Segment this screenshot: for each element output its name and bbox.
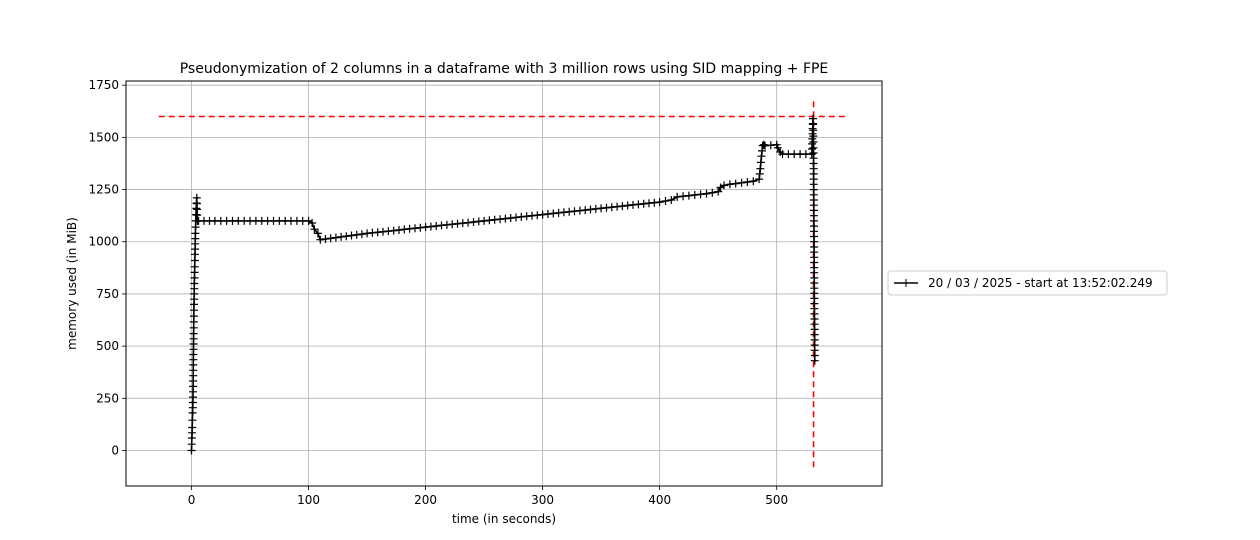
y-tick-label: 1500 bbox=[88, 130, 119, 144]
data-point bbox=[719, 186, 722, 189]
x-tick-label: 100 bbox=[297, 493, 320, 507]
data-point bbox=[717, 190, 720, 193]
y-tick-label: 250 bbox=[96, 391, 119, 405]
data-point bbox=[195, 196, 198, 200]
data-point bbox=[812, 251, 816, 254]
data-point bbox=[759, 167, 762, 170]
data-point bbox=[752, 180, 755, 183]
data-point bbox=[813, 317, 816, 321]
data-point bbox=[482, 219, 486, 223]
legend-box bbox=[887, 270, 1168, 296]
data-point bbox=[190, 436, 194, 440]
tick-layer: 0 100 200 300 400 500 0 250 500 750 1000 1250 1500 17… bbox=[88, 78, 788, 507]
data-point bbox=[757, 177, 761, 181]
data-point bbox=[192, 332, 195, 335]
data-point bbox=[284, 219, 287, 223]
x-tick-label: 0 bbox=[188, 493, 196, 507]
data-point bbox=[193, 265, 196, 268]
x-tick-label: 500 bbox=[765, 493, 788, 507]
data-point bbox=[307, 219, 310, 223]
data-point bbox=[310, 221, 314, 225]
data-point bbox=[722, 184, 726, 187]
data-point bbox=[213, 219, 217, 223]
y-tick-label: 500 bbox=[96, 339, 119, 353]
data-point bbox=[776, 146, 779, 149]
data-point bbox=[810, 152, 813, 156]
data-point bbox=[316, 232, 320, 235]
data-point bbox=[763, 144, 767, 147]
data-point bbox=[424, 225, 427, 229]
data-point bbox=[192, 303, 196, 306]
data-point bbox=[811, 117, 815, 120]
x-tick-label: 300 bbox=[531, 493, 554, 507]
data-point bbox=[365, 232, 369, 235]
grid-layer bbox=[126, 81, 882, 486]
data-point bbox=[812, 146, 815, 149]
data-point bbox=[658, 200, 661, 204]
data-point bbox=[676, 195, 679, 199]
legend-label: 20 / 03 / 2025 - start at 13:52:02.249 bbox=[928, 276, 1153, 290]
data-point bbox=[191, 411, 194, 415]
data-point bbox=[193, 253, 197, 256]
data-point bbox=[260, 219, 263, 223]
data-point bbox=[599, 207, 603, 210]
data-point bbox=[760, 155, 763, 158]
data-point bbox=[779, 150, 782, 154]
chart-title: Pseudonymization of 2 columns in a dataf… bbox=[180, 61, 829, 77]
data-point bbox=[237, 219, 240, 223]
x-tick-label: 200 bbox=[414, 493, 437, 507]
y-tick-label: 1000 bbox=[88, 235, 119, 249]
series-layer bbox=[187, 114, 819, 455]
data-point bbox=[728, 183, 732, 186]
y-tick-label: 1250 bbox=[88, 183, 119, 197]
y-tick-label: 1750 bbox=[88, 78, 119, 92]
data-point bbox=[190, 449, 193, 452]
legend: 20 / 03 / 2025 - start at 13:52:02.249 bbox=[887, 270, 1168, 296]
data-point bbox=[191, 401, 195, 404]
y-tick-label: 750 bbox=[96, 287, 119, 301]
data-point bbox=[319, 238, 322, 241]
data-point bbox=[798, 152, 802, 156]
data-point bbox=[813, 359, 816, 362]
data-point bbox=[193, 282, 196, 285]
y-axis-label: memory used (in MiB) bbox=[65, 217, 79, 350]
data-point bbox=[194, 219, 197, 223]
plot-frame bbox=[125, 80, 883, 487]
data-point bbox=[541, 213, 544, 216]
x-tick-label: 400 bbox=[648, 493, 671, 507]
data-point bbox=[313, 228, 316, 231]
data-point bbox=[195, 207, 198, 210]
data-point bbox=[197, 219, 200, 223]
y-tick-label: 0 bbox=[111, 444, 119, 458]
data-point bbox=[191, 426, 194, 429]
data-point bbox=[775, 143, 778, 146]
data-point bbox=[192, 363, 195, 367]
x-axis-label: time (in seconds) bbox=[452, 512, 556, 526]
data-point bbox=[194, 232, 197, 235]
data-point bbox=[705, 192, 708, 195]
data-point bbox=[781, 152, 784, 156]
data-point bbox=[670, 198, 673, 202]
